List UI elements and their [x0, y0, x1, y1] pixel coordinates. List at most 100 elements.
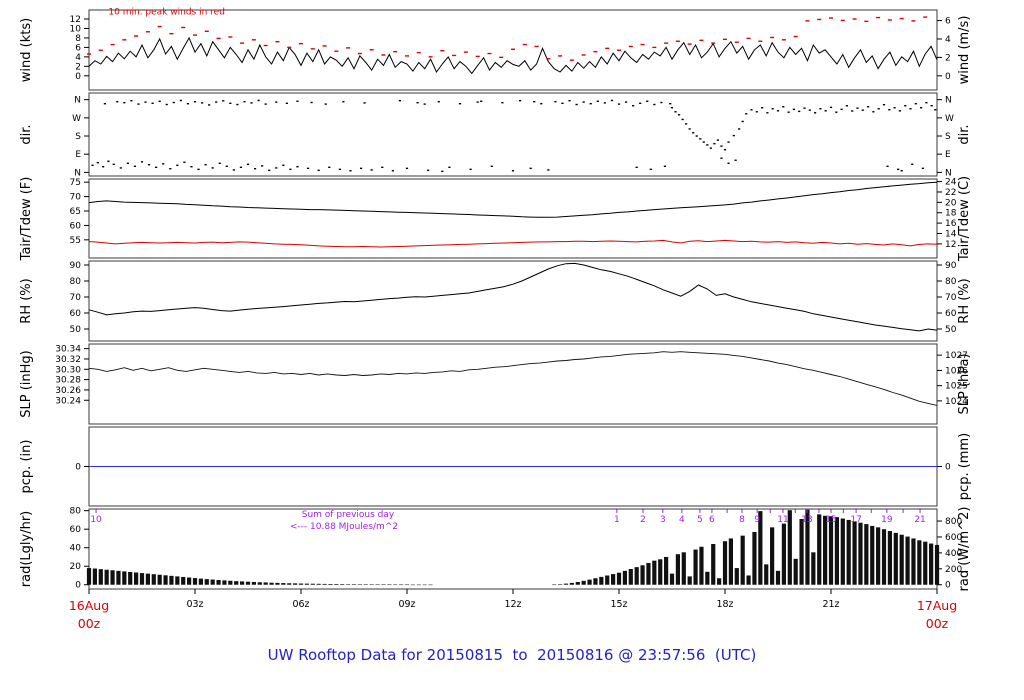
series-wind-dir: [925, 101, 928, 104]
tick-label-left: 2: [75, 62, 81, 72]
series-wind-dir: [610, 99, 614, 102]
series-wind-dir: [359, 167, 363, 170]
series-wind-dir: [236, 103, 239, 106]
series-wind-dir: [840, 108, 843, 111]
series-rad-bar: [340, 584, 345, 585]
series-wind-peak: [346, 47, 351, 49]
tick-label-right: 1026: [945, 366, 968, 376]
series-wind-peak: [864, 20, 869, 23]
series-rad-bar: [387, 584, 392, 585]
axis-title-right-rad: rad (W/m^2): [957, 507, 972, 592]
series-wind-dir: [186, 103, 190, 105]
series-rad-bar: [357, 584, 362, 585]
tick-label-right: 14: [945, 229, 957, 239]
series-rad-bar: [587, 579, 592, 585]
rad-cumulative-label: 10: [90, 515, 102, 525]
series-wind-dir: [547, 169, 550, 171]
series-rad-bar: [375, 584, 380, 585]
x-end-date: 17Aug: [917, 598, 957, 613]
series-rad-bar: [669, 573, 675, 585]
series-wind-peak: [87, 53, 91, 55]
series-rad-bar: [399, 584, 404, 586]
series-wind-dir: [229, 102, 232, 104]
tick-label-left: 12: [70, 15, 81, 25]
series-rad-bar: [558, 584, 563, 585]
axis-title-left-rad: rad(Lgly/hr): [19, 511, 34, 587]
series-wind-peak: [640, 43, 645, 46]
series-rad-bar: [122, 571, 127, 585]
series-wind-dir: [370, 169, 373, 171]
series-wind-dir: [934, 109, 937, 111]
series-wind-dir: [803, 107, 806, 109]
tick-label-right: 18: [945, 209, 957, 219]
series-wind-peak: [416, 51, 421, 54]
tick-label-left: 40: [70, 544, 82, 554]
series-wind-dir: [930, 105, 933, 107]
x-tick-label: 18z: [716, 599, 733, 610]
tick-label-right: 600: [945, 533, 962, 543]
series-rad-bar: [552, 584, 557, 586]
series-wind-dir: [317, 169, 320, 172]
tick-label-right: 90: [945, 261, 957, 271]
rad-cumulative-label: 15: [825, 515, 836, 525]
series-rad-bar: [334, 584, 339, 585]
tick-label-right: 0: [945, 463, 951, 473]
series-wind-dir: [808, 109, 811, 111]
series-rad-bar: [298, 583, 304, 585]
series-rad-bar: [722, 541, 728, 585]
series-wind-dir: [112, 163, 115, 165]
series-wind-dir: [787, 111, 790, 113]
series-wind-peak: [746, 37, 751, 40]
series-wind-dir: [437, 100, 440, 103]
tick-label-left: 8: [75, 34, 81, 44]
series-rad-bar: [104, 569, 109, 585]
series-wind-peak: [510, 48, 515, 50]
series-wind-dir: [458, 103, 462, 105]
series-wind-dir: [204, 163, 207, 166]
series-wind-dir: [183, 161, 186, 163]
tick-label-right: 24: [945, 178, 957, 188]
panel-pcp: 0 0 pcp. (in) pcp. (mm): [19, 426, 972, 507]
tick-label-left: 80: [70, 507, 82, 517]
series-rad-bar: [628, 569, 633, 585]
tick-label-right: 22: [945, 188, 956, 198]
series-wind-dir: [405, 167, 409, 170]
tick-label-left: 65: [70, 207, 81, 217]
series-wind-dir: [253, 168, 257, 170]
series-wind-peak: [440, 50, 445, 52]
series-rad-bar: [622, 570, 627, 585]
series-rad-bar: [293, 583, 298, 585]
series-wind-peak: [452, 54, 457, 57]
series-wind-dir: [921, 167, 924, 170]
series-rad-bar: [934, 544, 940, 585]
series-slp: [88, 351, 938, 406]
series-rad-bar: [351, 584, 357, 585]
series-wind-dir: [761, 107, 764, 109]
series-rad-bar: [770, 527, 775, 585]
series-wind-dir: [211, 167, 214, 169]
series-wind-dir: [776, 110, 780, 112]
tick-label-left: 50: [70, 325, 82, 335]
tick-label-right: N: [945, 168, 952, 178]
tick-label-left: 70: [70, 193, 82, 203]
tick-label-left: 55: [70, 236, 81, 246]
tick-label-right: 16: [945, 219, 957, 229]
series-wind-dir: [324, 103, 327, 105]
series-wind-peak: [687, 43, 692, 45]
series-wind-peak: [876, 16, 881, 19]
series-wind-peak: [475, 55, 480, 58]
series-wind-dir: [893, 107, 896, 109]
series-wind-dir: [225, 165, 228, 168]
tick-label-right: 1024: [945, 397, 968, 407]
series-wind-dir: [126, 162, 129, 164]
rad-annotation-line1: Sum of previous day: [302, 510, 395, 520]
rad-cumulative-label: 2: [640, 515, 646, 525]
series-wind-dir: [416, 101, 419, 104]
tick-label-right: 800: [945, 517, 962, 527]
series-rad-bar: [181, 576, 186, 585]
series-wind-peak: [664, 42, 669, 44]
series-wind-dir: [824, 110, 827, 112]
series-wind-dir: [282, 164, 285, 166]
series-wind-dir: [511, 170, 515, 172]
